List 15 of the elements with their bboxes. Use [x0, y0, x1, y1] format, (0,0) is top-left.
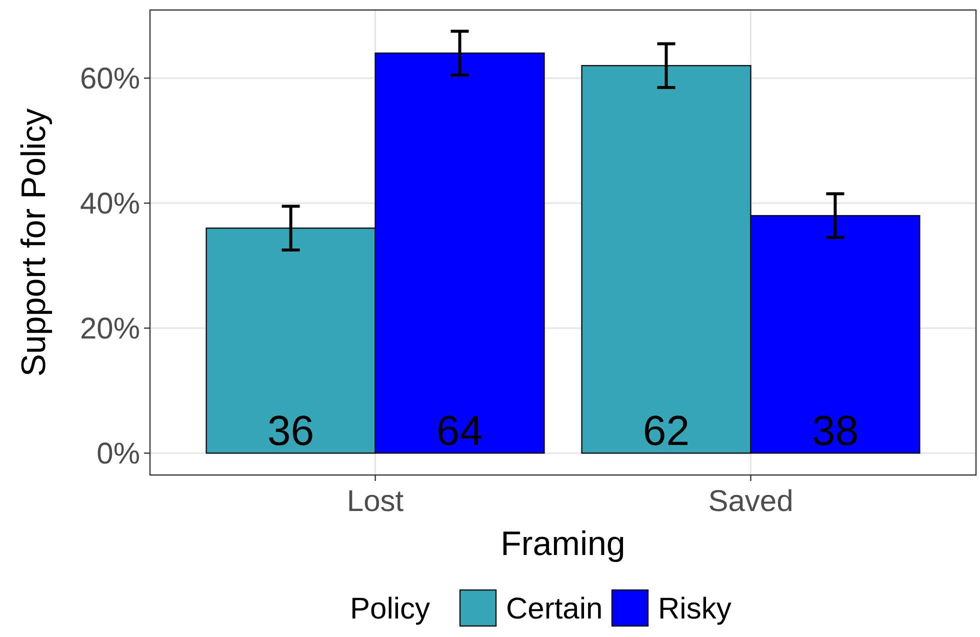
data-label: 36	[267, 407, 314, 454]
data-label: 64	[436, 407, 484, 454]
y-tick-label: 60%	[80, 62, 140, 96]
y-tick-label: 40%	[80, 188, 140, 221]
data-label: 62	[642, 407, 690, 454]
legend-title: Policy	[350, 592, 430, 626]
x-tick-label: Saved	[708, 485, 794, 518]
y-tick-label: 20%	[80, 312, 140, 346]
y-tick-label: 0%	[96, 438, 140, 471]
legend-label: Certain	[506, 592, 603, 626]
x-axis-title: Framing	[500, 525, 626, 563]
data-label: 38	[812, 407, 859, 454]
y-axis-title: Support for Policy	[15, 108, 53, 377]
x-tick-label: Lost	[346, 485, 404, 518]
legend-label: Risky	[658, 592, 732, 626]
